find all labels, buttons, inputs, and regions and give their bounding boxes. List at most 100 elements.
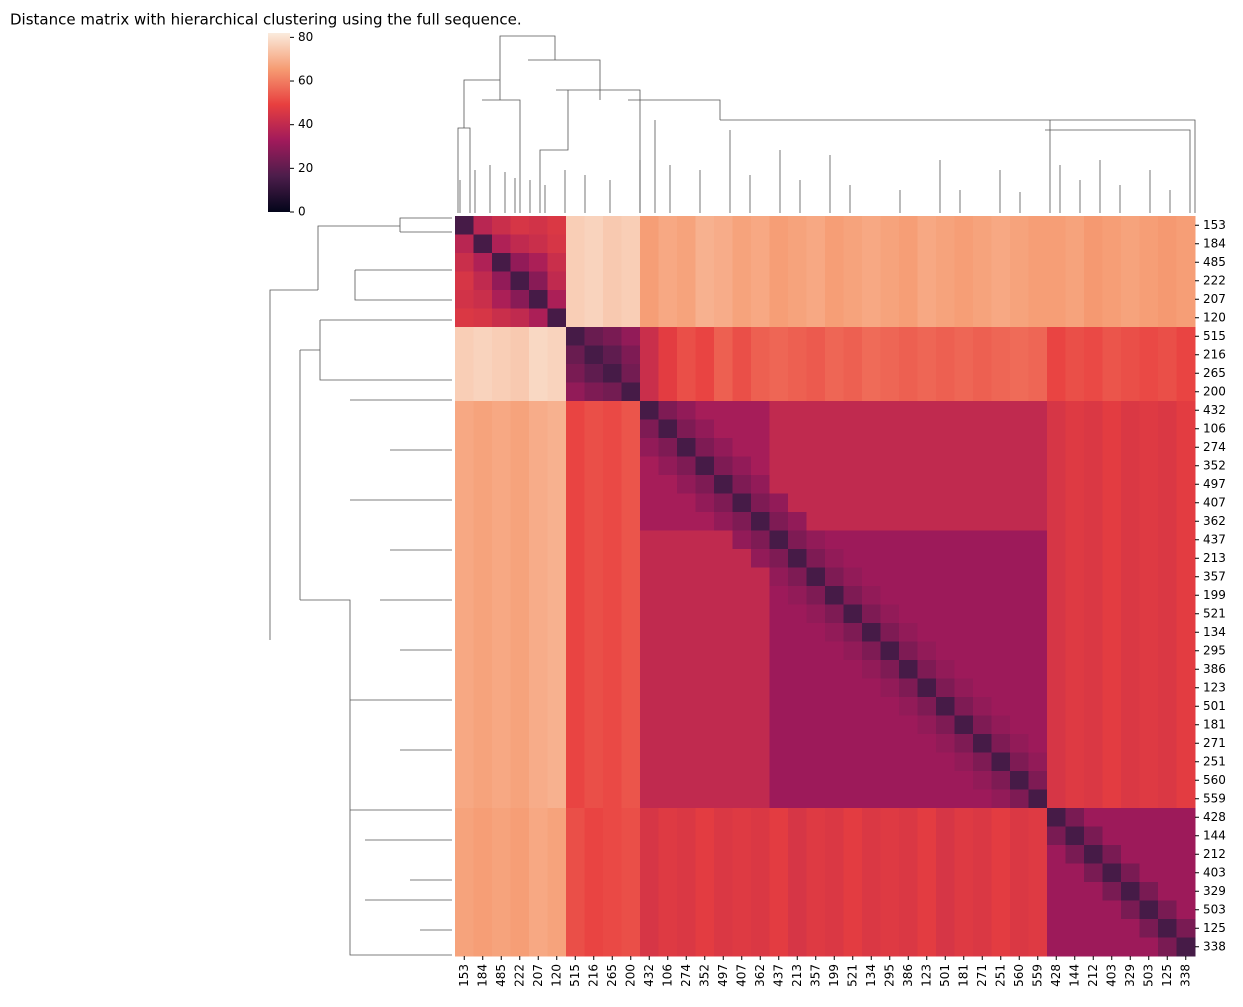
heatmap-cell xyxy=(510,882,530,901)
heatmap-cell xyxy=(751,567,770,587)
heatmap-cell xyxy=(954,290,974,309)
heatmap-cell xyxy=(1028,623,1048,642)
heatmap-cell xyxy=(455,660,474,679)
heatmap-cell xyxy=(510,919,530,938)
heatmap-cell xyxy=(880,216,900,235)
heatmap-cell xyxy=(751,234,770,254)
heatmap-cell xyxy=(1139,863,1159,883)
heatmap-cell xyxy=(843,808,863,827)
heatmap-cell xyxy=(732,697,752,716)
heatmap-cell xyxy=(473,234,493,254)
heatmap-cell xyxy=(510,900,530,920)
heatmap-cell xyxy=(714,475,733,494)
heatmap-cell xyxy=(1102,327,1122,346)
heatmap-cell xyxy=(732,271,752,291)
heatmap-cell xyxy=(473,623,493,642)
heatmap-cell xyxy=(584,475,604,494)
heatmap-cell xyxy=(547,789,567,809)
heatmap-cell xyxy=(455,549,474,568)
heatmap-cell xyxy=(769,660,789,679)
heatmap-cell xyxy=(640,604,659,624)
heatmap-cell xyxy=(547,900,567,920)
heatmap-cell xyxy=(1084,604,1103,624)
heatmap-cell xyxy=(991,826,1011,846)
heatmap-cell xyxy=(1139,345,1159,365)
heatmap-cell xyxy=(1010,456,1029,476)
heatmap-cell xyxy=(769,789,789,809)
heatmap-cell xyxy=(862,919,881,938)
heatmap-cell xyxy=(769,234,789,254)
heatmap-cell xyxy=(825,900,844,920)
heatmap-cell xyxy=(1176,900,1196,920)
heatmap-cell xyxy=(1176,216,1196,235)
heatmap-cell xyxy=(936,419,955,439)
heatmap-cell xyxy=(732,364,752,383)
heatmap-cell xyxy=(936,512,955,531)
heatmap-cell xyxy=(862,678,881,698)
heatmap-cell xyxy=(677,475,696,494)
heatmap-cell xyxy=(1121,401,1140,420)
heatmap-cell xyxy=(1121,900,1140,920)
heatmap-cell xyxy=(843,327,863,346)
heatmap-cell xyxy=(862,623,881,642)
heatmap-cell xyxy=(529,845,548,864)
heatmap-cell xyxy=(677,345,696,365)
heatmap-cell xyxy=(1158,419,1177,439)
heatmap-cell xyxy=(492,678,511,698)
heatmap-cell xyxy=(825,438,844,457)
column-dendrogram xyxy=(457,35,1196,213)
heatmap-cell xyxy=(936,604,955,624)
heatmap-cell xyxy=(529,604,548,624)
heatmap-cell xyxy=(973,697,992,716)
heatmap-cell xyxy=(936,789,955,809)
heatmap-cell xyxy=(455,216,474,235)
heatmap-cell xyxy=(1158,308,1177,328)
heatmap-cell xyxy=(936,845,955,864)
heatmap-cell xyxy=(1065,845,1085,864)
heatmap-cell xyxy=(658,327,678,346)
heatmap-cell xyxy=(603,253,622,272)
heatmap-cell xyxy=(1139,789,1159,809)
heatmap-cell xyxy=(1028,900,1048,920)
heatmap-cell xyxy=(658,549,678,568)
heatmap-cell xyxy=(1047,216,1066,235)
heatmap-cell xyxy=(1158,586,1177,605)
heatmap-cell xyxy=(991,493,1011,513)
heatmap-cell xyxy=(510,789,530,809)
heatmap-cell xyxy=(584,641,604,661)
heatmap-cell xyxy=(954,863,974,883)
heatmap-cell xyxy=(1176,586,1196,605)
heatmap-cell xyxy=(1176,475,1196,494)
heatmap-cell xyxy=(584,512,604,531)
heatmap-cell xyxy=(973,327,992,346)
heatmap-cell xyxy=(917,660,937,679)
heatmap-cell xyxy=(843,845,863,864)
heatmap-cell xyxy=(1121,919,1140,938)
heatmap-cell xyxy=(603,771,622,790)
heatmap-cell xyxy=(1047,678,1066,698)
heatmap-cell xyxy=(492,623,511,642)
heatmap-cell xyxy=(455,253,474,272)
heatmap-cell xyxy=(566,308,585,328)
heatmap-cell xyxy=(1158,493,1177,513)
heatmap-cell xyxy=(621,697,641,716)
heatmap-cell xyxy=(658,234,678,254)
heatmap-cell xyxy=(862,438,881,457)
heatmap-cell xyxy=(695,216,715,235)
heatmap-cell xyxy=(547,882,567,901)
heatmap-cell xyxy=(751,641,770,661)
heatmap-cell xyxy=(714,678,733,698)
heatmap-cell xyxy=(880,382,900,402)
heatmap-cell xyxy=(1084,327,1103,346)
heatmap-cell xyxy=(547,567,567,587)
heatmap-cell xyxy=(677,623,696,642)
heatmap-cell xyxy=(1139,752,1159,772)
heatmap-cell xyxy=(862,845,881,864)
heatmap-cell xyxy=(603,734,622,753)
heatmap-cell xyxy=(954,808,974,827)
heatmap-cell xyxy=(677,641,696,661)
heatmap-cell xyxy=(1028,845,1048,864)
heatmap-cell xyxy=(1010,438,1029,457)
heatmap-cell xyxy=(806,271,826,291)
heatmap-cell xyxy=(584,308,604,328)
